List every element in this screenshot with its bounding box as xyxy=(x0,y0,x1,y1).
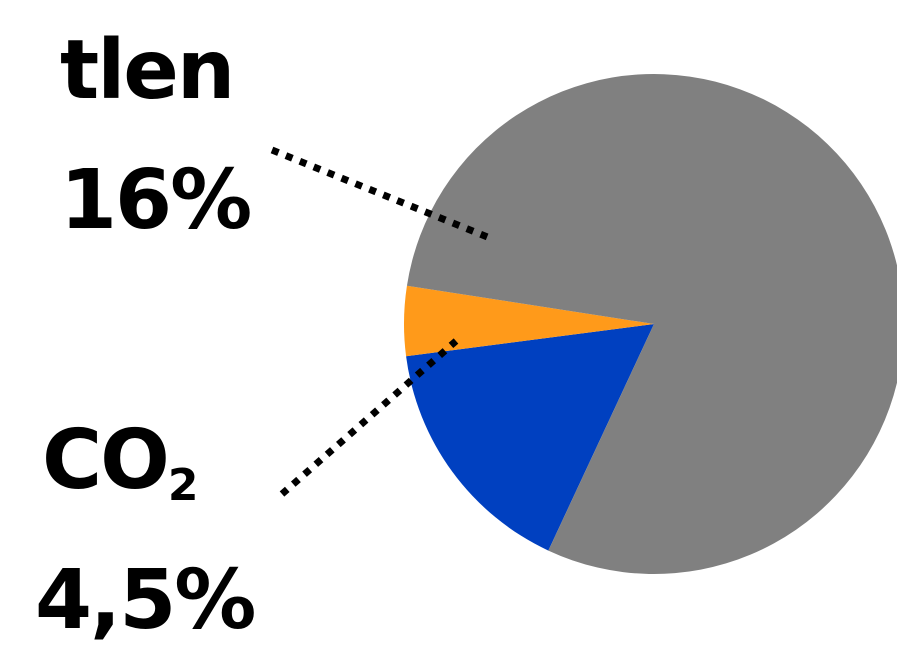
slice-label-co2-subscript: 2 xyxy=(167,460,199,511)
slice-label-co2-main: CO xyxy=(42,413,170,508)
pie-slice-co2 xyxy=(403,285,654,357)
slice-value-co2: 4,5% xyxy=(35,553,256,648)
slice-label-co2: CO2 xyxy=(42,420,199,508)
slice-value-tlen: 16% xyxy=(60,153,252,248)
slice-label-tlen: tlen xyxy=(60,23,235,118)
pie-slices xyxy=(403,74,897,574)
leader-line-tlen xyxy=(270,146,492,242)
pie-slice-tlen xyxy=(406,324,654,551)
pie-slice-other xyxy=(406,74,897,574)
leader-lines xyxy=(270,146,492,497)
